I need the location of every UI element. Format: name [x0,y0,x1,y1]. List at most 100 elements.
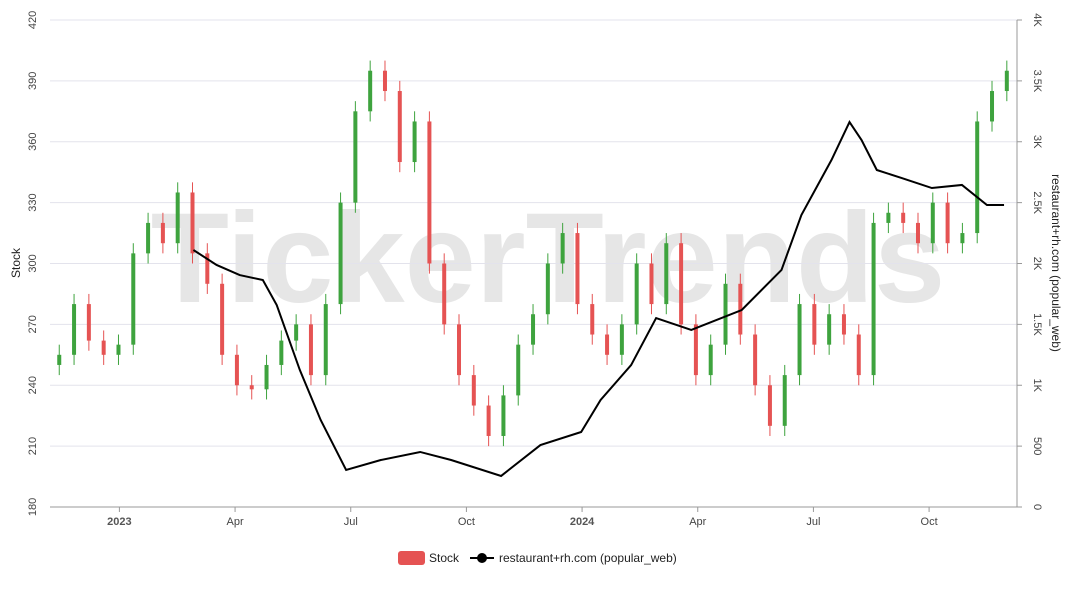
candle-body [205,253,210,284]
y2-axis-title: restaurant+rh.com (popular_web) [1049,174,1063,352]
candle-body [57,354,62,365]
y-tick-label: 240 [27,376,39,394]
candle-body [131,253,136,345]
candle-body [590,304,595,335]
y2-tick-label: 3K [1031,135,1043,149]
candle-body [501,395,506,436]
candle-body [693,324,698,376]
candle-body [264,364,269,390]
y-tick-label: 180 [27,498,39,516]
candle-body [160,222,165,244]
candle-body [753,334,758,386]
x-tick-label: Apr [227,516,244,528]
candle-body [679,243,684,325]
candle-body [812,304,817,345]
candle-body [412,121,417,163]
legend-label: restaurant+rh.com (popular_web) [499,551,677,565]
candle-body [175,192,180,244]
candle-body [471,375,476,406]
candle-body [1004,70,1009,92]
legend-label: Stock [429,551,460,565]
candle-body [871,222,876,376]
candle-body [308,324,313,376]
candle-body [560,233,565,264]
x-tick-label: Oct [921,516,938,528]
candle-body [427,121,432,264]
x-tick-label: Apr [689,516,706,528]
candle-body [442,263,447,325]
candle-body [116,344,121,355]
candle-body [975,121,980,234]
candle-body [945,202,950,244]
candle-body [516,344,521,396]
candle-body [368,70,373,112]
candle-body [545,263,550,315]
candle-body [486,405,491,436]
candle-body [915,222,920,244]
legend: Stock restaurant+rh.com (popular_web) [398,551,677,565]
candle-body [382,70,387,92]
y-tick-label: 390 [27,72,39,90]
candle-body [323,304,328,376]
candle-body [827,314,832,345]
x-tick-label: Oct [458,516,475,528]
candle-body [930,202,935,244]
candle-body [960,233,965,244]
legend-swatch [398,551,425,565]
candle-body [190,192,195,254]
candle-body [797,304,802,376]
x-tick-label: 2023 [107,516,131,528]
candle-body [634,263,639,325]
x-tick-label: Jul [344,516,358,528]
y-tick-label: 270 [27,315,39,333]
candle-body [782,375,787,426]
y2-tick-label: 500 [1031,437,1043,455]
y-tick-label: 210 [27,437,39,455]
y2-tick-label: 0 [1031,504,1043,510]
candle-body [901,212,906,223]
candle-body [664,243,669,305]
y-tick-label: 420 [27,11,39,29]
candle-body [279,340,284,365]
y-tick-label: 360 [27,133,39,151]
candle-body [457,324,462,376]
x-tick-label: Jul [806,516,820,528]
y2-tick-label: 3.5K [1031,70,1043,93]
y-axis-title: Stock [9,247,23,278]
legend-marker [477,553,487,563]
y2-tick-label: 1.5K [1031,313,1043,336]
candle-body [234,354,239,386]
candle-body [294,324,299,341]
candle-body [605,334,610,355]
candle-body [338,202,343,305]
candle-body [531,314,536,345]
candle-body [723,283,728,345]
candle-body [146,222,151,254]
candle-body [990,91,995,122]
candle-body [841,314,846,335]
candle-body [101,340,106,355]
candle-body [72,304,77,355]
y-tick-label: 300 [27,254,39,272]
candle-body [220,283,225,355]
candle-body [397,91,402,163]
candle-body [649,263,654,305]
candle-body [738,283,743,335]
line [192,120,1005,478]
candle-body [249,385,254,390]
candle-body [575,233,580,305]
candle-body [86,304,91,341]
candle-body [619,324,624,355]
y2-tick-label: 2K [1031,257,1043,271]
candle-body [767,385,772,426]
candle-body [856,334,861,376]
candle-body [708,344,713,376]
candle-body [886,212,891,223]
y2-tick-label: 1K [1031,379,1043,393]
x-tick-label: 2024 [570,516,595,528]
y2-tick-label: 2.5K [1031,191,1043,214]
y-tick-label: 330 [27,193,39,211]
candle-body [353,111,358,203]
y2-tick-label: 4K [1031,13,1043,27]
